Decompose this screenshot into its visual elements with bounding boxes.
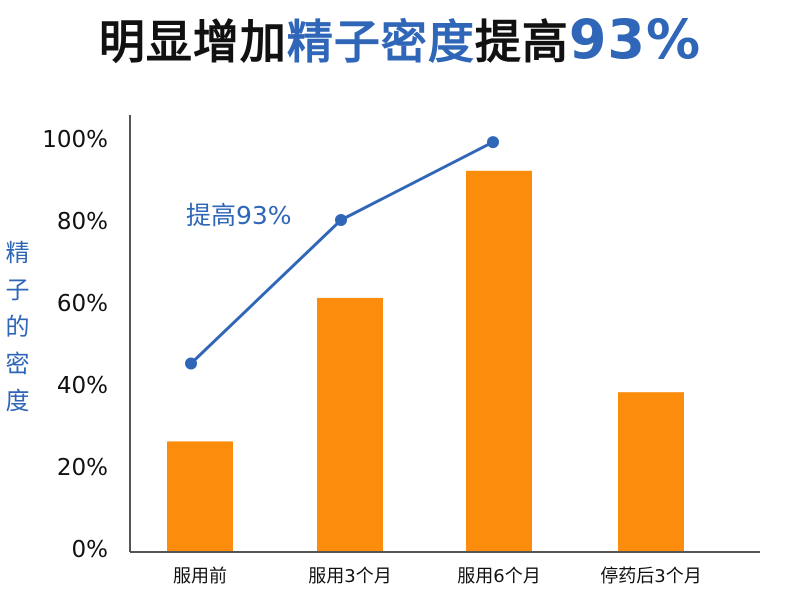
- line-point: [335, 214, 347, 226]
- title-part: 明显增加: [98, 15, 287, 69]
- x-tick-label: 停药后3个月: [600, 566, 701, 587]
- annotation-label: 提高93%: [186, 201, 292, 230]
- y-tick-label: 60%: [57, 291, 108, 317]
- x-tick-label: 服用前: [173, 566, 227, 587]
- title-percent: 93%: [568, 8, 702, 71]
- chart-title: 明显增加精子密度提高93%: [0, 6, 800, 72]
- y-tick-label: 20%: [57, 455, 108, 481]
- y-tick-label: 0%: [72, 537, 109, 563]
- y-tick-label: 40%: [57, 373, 108, 399]
- line-point: [185, 357, 197, 370]
- bar: [317, 297, 383, 551]
- bar: [167, 441, 233, 551]
- y-tick-label: 100%: [42, 127, 108, 153]
- x-tick-label: 服用3个月: [308, 566, 391, 587]
- line-point: [487, 136, 499, 149]
- x-tick-label: 服用6个月: [457, 566, 540, 587]
- title-part: 提高: [474, 15, 569, 69]
- y-axis-label: 精子的密度: [1, 240, 29, 425]
- y-tick-label: 80%: [57, 209, 108, 235]
- bar: [618, 392, 684, 551]
- bar: [466, 170, 532, 552]
- title-highlight: 精子密度: [286, 15, 475, 69]
